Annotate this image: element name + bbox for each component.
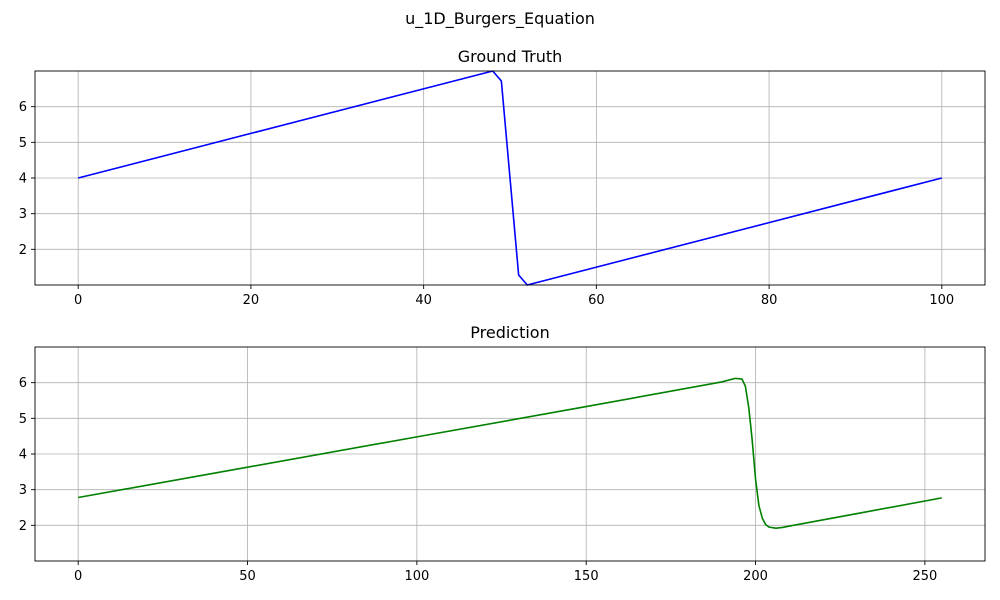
y-tick-label: 4	[19, 448, 27, 463]
x-tick-label: 60	[588, 293, 605, 308]
x-tick-label: 0	[74, 293, 82, 308]
y-tick-label: 5	[19, 412, 27, 427]
figure-suptitle: u_1D_Burgers_Equation	[405, 9, 595, 28]
x-tick-label: 150	[574, 569, 599, 584]
y-tick-label: 3	[19, 207, 27, 222]
subplot-title: Prediction	[470, 323, 549, 342]
y-tick-label: 6	[19, 376, 27, 391]
subplot-title: Ground Truth	[458, 47, 563, 66]
x-tick-label: 200	[743, 569, 768, 584]
y-tick-label: 2	[19, 243, 27, 258]
x-tick-label: 40	[415, 293, 432, 308]
x-tick-label: 20	[243, 293, 260, 308]
y-tick-label: 6	[19, 100, 27, 115]
series-line-1	[77, 70, 943, 286]
x-tick-label: 100	[404, 569, 429, 584]
x-tick-label: 50	[239, 569, 256, 584]
series-line-1	[78, 377, 942, 529]
subplot-2: Prediction 0 50 100 150 200 250 2 3 4 5 6	[19, 323, 986, 584]
y-tick-label: 4	[19, 172, 27, 187]
y-tick-label: 5	[19, 136, 27, 151]
x-tick-label: 250	[912, 569, 937, 584]
y-tick-label: 2	[19, 519, 27, 534]
x-tick-label: 80	[761, 293, 778, 308]
x-tick-label: 0	[74, 569, 82, 584]
y-tick-label: 3	[19, 483, 27, 498]
subplot-1: Ground Truth 0 20 40 60 80 100 2 3 4 5 6	[19, 47, 986, 308]
x-tick-label: 100	[929, 293, 954, 308]
